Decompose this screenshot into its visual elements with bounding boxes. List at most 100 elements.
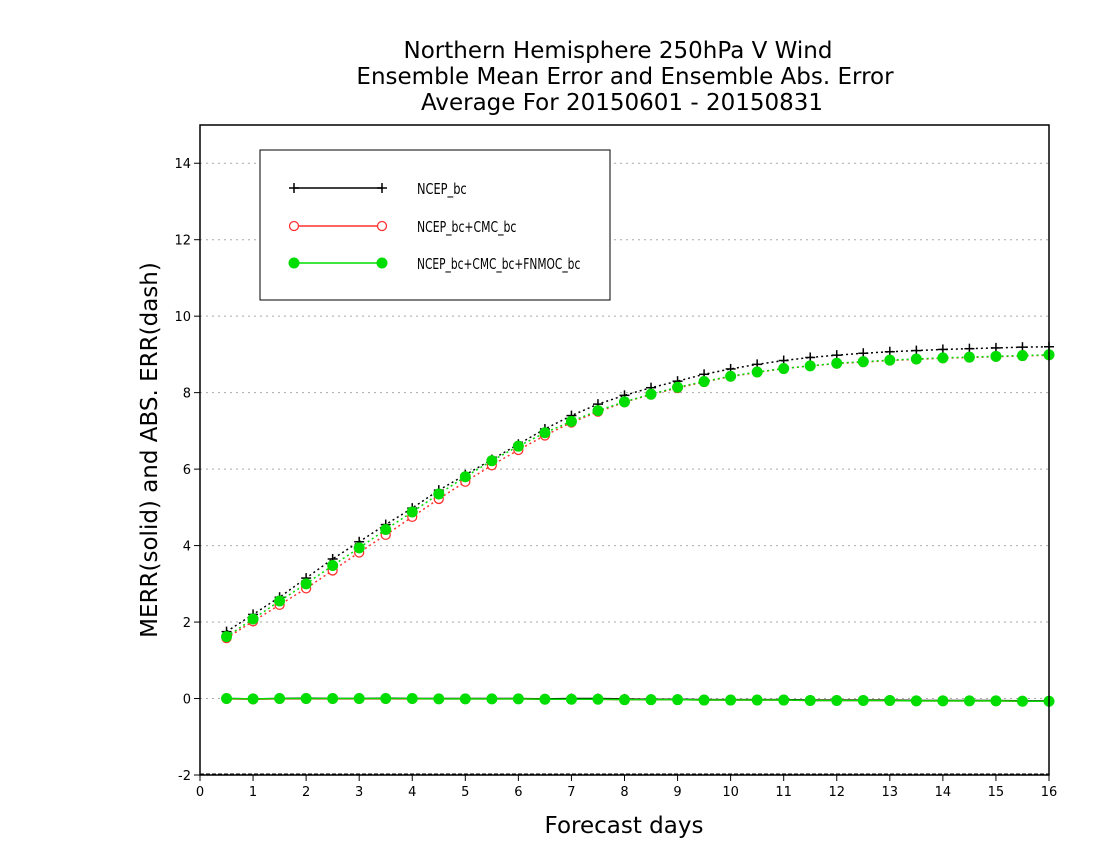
y-tick-label: 4	[183, 540, 191, 555]
mean-err-point	[751, 694, 763, 706]
mean-err-point	[300, 693, 312, 705]
legend-box	[259, 149, 611, 301]
mean-err-point	[433, 693, 445, 705]
abs-err-point	[327, 559, 339, 571]
mean-err-point	[1016, 695, 1028, 707]
abs-err-point	[937, 352, 949, 364]
mean-err-point	[884, 694, 896, 706]
y-tick-label: 10	[174, 310, 191, 325]
series-0	[221, 341, 1054, 706]
y-tick-label: 6	[183, 463, 191, 478]
abs-err-point	[565, 415, 577, 427]
mean-err-point	[725, 694, 737, 706]
abs-err-point	[645, 388, 657, 400]
abs-err-point	[221, 631, 233, 643]
series-2	[221, 349, 1055, 707]
mean-err-point	[990, 695, 1002, 707]
x-tick-label: 1	[249, 785, 257, 800]
x-tick-label: 12	[828, 785, 845, 800]
abs-err-point	[380, 524, 392, 536]
x-tick-label: 7	[567, 785, 575, 800]
x-tick-label: 6	[514, 785, 522, 800]
legend-marker	[377, 183, 387, 193]
x-tick-label: 10	[722, 785, 739, 800]
abs-err-point	[300, 578, 312, 590]
y-tick-label: 14	[174, 157, 191, 172]
abs-err-point	[274, 595, 286, 607]
legend-label: NCEP_bc+CMC_bc+FNMOC_bc	[417, 255, 580, 274]
abs-err-point	[884, 354, 896, 366]
abs-err-point	[433, 488, 445, 500]
abs-err-point	[619, 396, 630, 408]
mean-err-point	[565, 693, 577, 705]
abs-err-point	[512, 440, 524, 452]
x-tick-label: 5	[461, 785, 469, 800]
abs-err-point	[247, 613, 259, 625]
mean-err-point	[963, 695, 975, 707]
y-tick-label: 8	[183, 387, 191, 402]
mean-err-point	[804, 694, 816, 706]
series-1	[221, 350, 1055, 707]
legend-marker	[289, 183, 299, 193]
abs-err-line	[226, 346, 1050, 633]
abs-err-point	[486, 455, 498, 467]
legend-marker	[376, 257, 388, 269]
x-tick-label: 2	[302, 785, 310, 800]
abs-err-point	[831, 357, 843, 369]
x-tick-label: 3	[355, 785, 363, 800]
y-tick-label: 12	[174, 234, 191, 249]
abs-err-point	[751, 366, 763, 378]
mean-err-point	[592, 693, 604, 705]
x-tick-label: 9	[673, 785, 681, 800]
mean-err-point	[353, 693, 365, 705]
title-line-2: Ensemble Mean Error and Ensemble Abs. Er…	[356, 64, 894, 90]
x-axis-label: Forecast days	[545, 813, 704, 839]
abs-err-point	[1016, 350, 1028, 362]
mean-err-point	[459, 693, 471, 705]
legend-entry: NCEP_bc+CMC_bc	[288, 218, 516, 237]
mean-err-point	[857, 694, 869, 706]
mean-err-point	[831, 694, 843, 706]
title-line-1: Northern Hemisphere 250hPa V Wind	[404, 38, 833, 64]
x-tick-label: 15	[988, 785, 1005, 800]
mean-err-point	[247, 693, 259, 705]
mean-err-point	[698, 694, 710, 706]
legend-marker	[288, 257, 300, 269]
abs-err-line	[226, 354, 1050, 638]
legend: NCEP_bc NCEP_bc+CMC_bc NCEP_bc+CMC_bc+FNMO…	[259, 149, 611, 301]
y-tick-label: -2	[178, 769, 191, 784]
mean-err-point	[486, 693, 498, 705]
abs-err-point	[910, 353, 922, 365]
abs-err-point	[778, 363, 790, 375]
legend-entry: NCEP_bc	[289, 180, 467, 199]
x-tick-label: 14	[935, 785, 952, 800]
x-tick-label: 13	[882, 785, 899, 800]
legend-entry: NCEP_bc+CMC_bc+FNMOC_bc	[288, 255, 580, 274]
abs-err-point	[539, 427, 551, 439]
abs-err-point	[459, 471, 471, 483]
mean-err-point	[672, 694, 684, 706]
abs-err-point	[857, 356, 869, 368]
abs-err-point	[592, 405, 604, 417]
mean-err-point	[274, 693, 286, 705]
y-tick-label: 2	[183, 616, 191, 631]
abs-err-point	[353, 542, 365, 554]
mean-err-point	[910, 695, 922, 707]
series-layer	[221, 341, 1055, 707]
abs-err-point	[725, 370, 737, 382]
abs-err-line	[226, 354, 1050, 639]
abs-err-point	[672, 381, 684, 393]
mean-err-point	[778, 694, 790, 706]
mean-err-point	[619, 694, 630, 706]
abs-err-point	[698, 376, 710, 388]
abs-err-point	[963, 351, 975, 363]
x-tick-label: 0	[196, 785, 204, 800]
legend-marker	[288, 220, 300, 232]
legend-label: NCEP_bc	[417, 180, 467, 199]
mean-err-point	[645, 694, 657, 706]
y-tick-label: 0	[183, 693, 191, 708]
mean-err-point	[512, 693, 524, 705]
mean-err-point	[327, 693, 339, 705]
